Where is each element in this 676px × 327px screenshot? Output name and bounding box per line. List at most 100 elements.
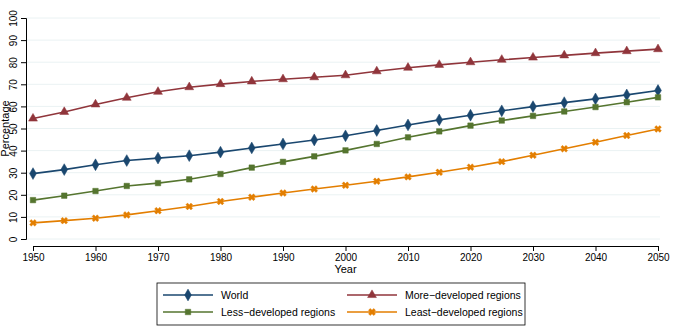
x-tick-label: 1990 — [272, 252, 295, 263]
series-marker — [498, 105, 505, 117]
y-tick-mark — [21, 18, 26, 19]
x-tick-label: 1950 — [22, 252, 45, 263]
x-tick-mark — [346, 246, 347, 251]
series-marker — [280, 159, 285, 164]
x-tick-label: 1980 — [210, 252, 233, 263]
x-tick-mark — [96, 246, 97, 251]
series-marker — [624, 99, 629, 104]
x-tick: 2040 — [585, 246, 608, 263]
x-tick-mark — [471, 246, 472, 251]
series-marker — [499, 118, 504, 123]
y-tick: 100 — [8, 10, 26, 27]
y-axis-line — [21, 19, 27, 240]
series-line — [33, 129, 658, 223]
series-marker — [62, 193, 67, 198]
x-tick-mark — [596, 246, 597, 251]
x-tick: 1970 — [147, 246, 170, 263]
x-tick-label: 2010 — [397, 252, 420, 263]
plot-area — [28, 44, 663, 228]
series-marker — [91, 99, 100, 107]
y-tick-label: 80 — [8, 57, 19, 69]
grid-line — [26, 18, 660, 19]
x-tick: 1950 — [22, 246, 45, 263]
y-tick-mark — [21, 40, 26, 41]
series-line — [33, 90, 658, 173]
legend-box — [157, 283, 525, 325]
y-tick: 0 — [8, 236, 26, 242]
series-marker — [436, 114, 443, 126]
x-tick-mark — [658, 246, 659, 251]
grid-line — [26, 84, 660, 85]
series-marker — [562, 109, 567, 114]
series-marker — [215, 196, 225, 206]
grid-line — [26, 128, 660, 129]
legend-label: World — [221, 289, 248, 301]
y-tick: 20 — [8, 189, 26, 201]
series-marker — [373, 125, 380, 137]
series-marker — [123, 155, 130, 167]
series-marker — [279, 74, 288, 82]
series-marker — [153, 206, 163, 216]
grid-line — [26, 194, 660, 195]
series-marker — [154, 87, 163, 95]
series-marker — [468, 123, 473, 128]
y-tick-mark — [21, 173, 26, 174]
series-marker — [434, 167, 444, 177]
series-marker — [90, 213, 100, 223]
x-tick: 2050 — [647, 246, 670, 263]
legend-marker — [185, 309, 190, 314]
series-marker — [655, 95, 660, 100]
series-marker — [30, 168, 37, 180]
y-tick: 70 — [8, 79, 26, 91]
series-marker — [312, 154, 317, 159]
series-marker — [435, 60, 444, 68]
x-axis-title: Year — [334, 263, 357, 275]
x-tick-label: 2020 — [460, 252, 483, 263]
series-marker — [529, 52, 538, 60]
series-marker — [372, 66, 381, 74]
x-tick-label: 2040 — [585, 252, 608, 263]
x-tick: 2000 — [335, 246, 358, 263]
series-marker — [403, 172, 413, 182]
x-tick-label: 1970 — [147, 252, 170, 263]
series-markers — [30, 95, 660, 203]
series-marker — [593, 104, 598, 109]
y-tick-label: 20 — [8, 189, 19, 201]
series-line — [33, 97, 658, 200]
y-tick: 10 — [8, 211, 26, 223]
series-marker — [467, 109, 474, 121]
series-marker — [654, 44, 663, 52]
x-tick: 1990 — [272, 246, 295, 263]
series-marker — [155, 180, 160, 185]
series-marker — [590, 137, 600, 147]
grid-line — [26, 40, 660, 41]
series-marker — [122, 93, 131, 101]
legend-label: Less−developed regions — [221, 306, 335, 318]
series-markers — [28, 124, 663, 228]
legend: WorldMore−developed regionsLess−develope… — [157, 283, 525, 325]
grid-line — [26, 239, 660, 240]
series-marker — [311, 134, 318, 146]
series-marker — [530, 101, 537, 113]
series-marker — [623, 89, 630, 101]
series-markers — [30, 85, 662, 180]
series-marker — [309, 184, 319, 194]
x-tick: 2010 — [397, 246, 420, 263]
x-axis: 1950196019701980199020002010202020302040… — [22, 246, 670, 263]
y-tick-label: 10 — [8, 211, 19, 223]
y-tick-mark — [21, 195, 26, 196]
y-tick: 90 — [8, 35, 26, 47]
x-tick: 2020 — [460, 246, 483, 263]
series-marker — [218, 171, 223, 176]
x-tick-mark — [221, 246, 222, 251]
series-marker — [341, 70, 350, 78]
series-marker — [186, 150, 193, 162]
series-marker — [591, 48, 600, 56]
series-marker — [249, 165, 254, 170]
grid-line — [26, 62, 660, 63]
series-marker — [61, 164, 68, 176]
y-tick: 80 — [8, 57, 26, 69]
series-marker — [184, 201, 194, 211]
y-tick-label: 0 — [8, 236, 19, 242]
series-marker — [497, 55, 506, 63]
